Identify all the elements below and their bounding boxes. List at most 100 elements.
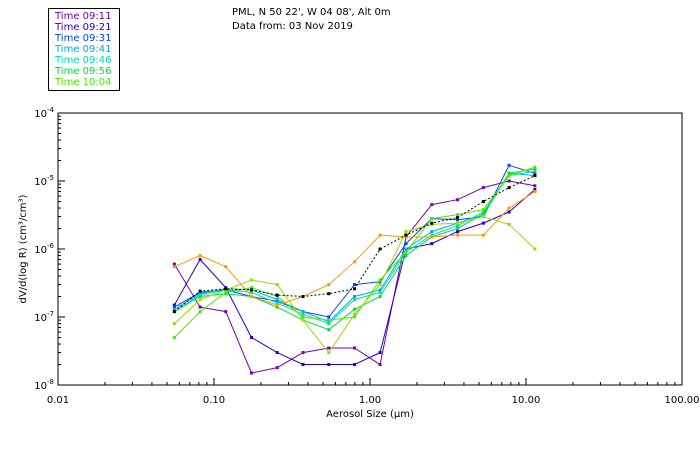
y-tick-label: 10-6 [34,242,54,256]
data-point [404,250,408,254]
data-point [327,363,331,367]
data-point [353,312,357,316]
data-point [430,235,434,239]
data-point [198,310,202,314]
data-point [353,287,357,291]
y-tick-label: 10-4 [34,106,54,120]
data-point [456,227,460,231]
data-point [404,233,408,237]
data-point [378,280,382,284]
data-point [250,278,254,282]
data-point [327,283,331,287]
data-point [378,295,382,299]
x-tick-label: 0.10 [203,395,225,406]
data-point [275,293,279,297]
legend-entry: Time 09:21 [55,22,112,33]
y-axis-label: dV/d(log R) (cm³/cm³) [18,194,29,303]
chart-header: PML, N 50 22', W 04 08', Alt 0m Data fro… [232,6,391,34]
data-point [533,187,537,191]
data-point [327,328,331,332]
data-point [250,371,254,375]
series-line [174,166,536,338]
data-point [301,312,305,316]
plot-frame [57,112,683,386]
data-point [481,208,485,212]
data-point [404,254,408,258]
data-point [378,351,382,355]
legend-entry: Time 09:56 [55,66,112,77]
data-point [172,265,176,269]
data-point [353,346,357,350]
legend-entry: Time 09:31 [55,33,112,44]
data-point [533,169,537,173]
data-point [481,215,485,219]
data-point [172,310,176,314]
data-point [378,363,382,367]
data-point [430,242,434,246]
data-point [533,174,537,178]
y-tick-label: 10-5 [34,174,54,188]
data-point [327,346,331,350]
data-point [327,318,331,322]
data-point [507,206,511,210]
data-point [353,283,357,287]
data-point [301,315,305,319]
data-point [353,298,357,302]
data-point [172,307,176,311]
data-point [430,217,434,221]
data-point [481,233,485,237]
legend-entry: Time 09:41 [55,44,112,55]
x-tick-label: 0.01 [47,395,69,406]
data-point [507,163,511,167]
data-point [507,179,511,183]
series-line [174,168,535,331]
data-point [507,186,511,190]
data-point [430,233,434,237]
data-point [456,213,460,217]
data-point [430,221,434,225]
data-point [507,174,511,178]
data-point [353,363,357,367]
data-point [327,351,331,355]
data-point [275,303,279,307]
series-layer [172,163,537,375]
data-point [533,165,537,169]
legend-entry: Time 10:04 [55,77,112,88]
data-point [481,199,485,203]
data-point [172,262,176,266]
data-point [378,288,382,292]
data-point [198,258,202,262]
data-point [327,320,331,324]
data-point [250,335,254,339]
data-point [378,247,382,251]
data-point [301,310,305,314]
data-point [456,216,460,220]
data-point [404,247,408,251]
data-point [430,203,434,207]
data-point [404,230,408,234]
x-tick-label: 10.00 [512,395,541,406]
data-point [353,295,357,299]
data-point [456,218,460,222]
data-point [172,322,176,326]
legend: Time 09:11 Time 09:21 Time 09:31 Time 09:41… [48,8,120,91]
data-point [404,235,408,239]
data-point [275,351,279,355]
data-point [198,254,202,258]
data-point [507,222,511,226]
data-point [224,290,228,294]
data-point [507,171,511,175]
data-point [301,351,305,355]
data-point [533,190,537,194]
data-point [198,298,202,302]
data-point [353,260,357,264]
date-label: Data from: 03 Nov 2019 [232,21,353,32]
data-point [481,212,485,216]
data-point [378,290,382,294]
data-point [533,171,537,175]
data-point [378,283,382,287]
data-point [224,265,228,269]
legend-entry: Time 09:46 [55,55,112,66]
data-point [456,230,460,234]
data-point [250,295,254,299]
